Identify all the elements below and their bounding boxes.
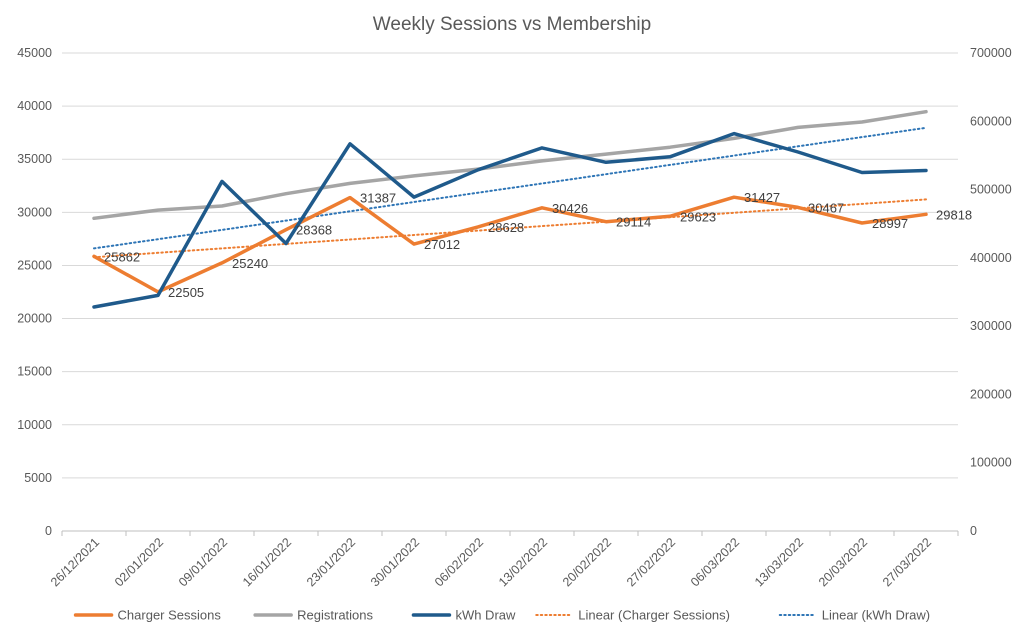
legend-label: Linear (Charger Sessions) (578, 608, 730, 623)
chart-title: Weekly Sessions vs Membership (373, 14, 651, 35)
series-line-charger-sessions (92, 195, 928, 294)
y-left-tick-label: 25000 (17, 258, 52, 272)
y-right-tick-label: 200000 (970, 387, 1012, 401)
legend: Charger Sessions Registrations kWh Draw Lin… (73, 608, 930, 623)
series-line-registrations (92, 109, 928, 221)
y-right-tick-label: 300000 (970, 319, 1012, 333)
y-left-tick-label: 10000 (17, 418, 52, 432)
y-right-tick-label: 0 (970, 524, 977, 538)
data-label: 25862 (104, 249, 140, 264)
data-label: 25240 (232, 256, 268, 271)
x-tick-label: 13/03/2022 (752, 535, 806, 589)
data-label: 28368 (296, 223, 332, 238)
x-axis: 26/12/2021 02/01/2022 09/01/2022 16/01/2022… (48, 530, 959, 589)
y-left-tick-label: 40000 (17, 99, 52, 113)
y-right-tick-label: 400000 (970, 251, 1012, 265)
y-left-tick-label: 30000 (17, 205, 52, 219)
x-tick-label: 20/02/2022 (560, 535, 614, 589)
x-tick-label: 27/02/2022 (624, 535, 678, 589)
data-label: 22505 (168, 285, 204, 300)
data-label: 30467 (808, 200, 844, 215)
data-label: 29114 (616, 215, 651, 230)
y-left-tick-label: 20000 (17, 312, 52, 326)
legend-item: Linear (kWh Draw) (778, 608, 930, 623)
x-tick-label: 09/01/2022 (176, 535, 230, 589)
trendline-kwh-draw (93, 126, 927, 250)
data-label: 28997 (872, 216, 908, 231)
x-tick-label: 30/01/2022 (368, 535, 422, 589)
legend-item: Registrations (253, 608, 374, 623)
data-label: 28628 (488, 220, 524, 235)
x-tick-label: 26/12/2021 (48, 535, 102, 589)
data-label: 29623 (680, 209, 716, 224)
y-right-tick-label: 500000 (970, 183, 1012, 197)
y-left-tick-label: 35000 (17, 152, 52, 166)
data-label: 31387 (360, 191, 396, 206)
trendline-charger-sessions (93, 198, 927, 259)
x-tick-label: 20/03/2022 (816, 535, 870, 589)
y-axis-right: 0 100000 200000 300000 400000 500000 600000 700… (970, 46, 1012, 538)
x-tick-label: 13/02/2022 (496, 535, 550, 589)
y-right-tick-label: 600000 (970, 114, 1012, 128)
legend-item: kWh Draw (411, 608, 516, 623)
data-label: 29818 (936, 207, 972, 222)
data-label: 27012 (424, 237, 460, 252)
y-left-tick-label: 5000 (24, 471, 52, 485)
data-labels: 25862 22505 25240 28368 31387 27012 28628 30426… (104, 190, 972, 300)
x-tick-label: 06/02/2022 (432, 535, 486, 589)
legend-label: Linear (kWh Draw) (822, 608, 930, 623)
data-label: 30426 (552, 201, 588, 216)
legend-label: Registrations (297, 608, 373, 623)
y-right-tick-label: 100000 (970, 456, 1012, 470)
legend-label: kWh Draw (455, 608, 516, 623)
gridlines (62, 52, 958, 532)
legend-item: Linear (Charger Sessions) (535, 608, 730, 623)
x-tick-label: 27/03/2022 (880, 535, 934, 589)
x-tick-label: 02/01/2022 (112, 535, 166, 589)
y-left-tick-label: 15000 (17, 365, 52, 379)
data-label: 31427 (744, 190, 780, 205)
y-axis-left: 0 5000 10000 15000 20000 25000 30000 35000 40000… (17, 46, 52, 538)
y-left-tick-label: 0 (45, 524, 52, 538)
series-line-kwh-draw (92, 131, 928, 309)
series-layer (92, 109, 928, 309)
x-tick-label: 06/03/2022 (688, 535, 742, 589)
x-tick-label: 23/01/2022 (304, 535, 358, 589)
y-left-tick-label: 45000 (17, 46, 52, 60)
legend-label: Charger Sessions (118, 608, 222, 623)
x-tick-label: 16/01/2022 (240, 535, 294, 589)
legend-item: Charger Sessions (73, 608, 222, 623)
y-right-tick-label: 700000 (970, 46, 1012, 60)
